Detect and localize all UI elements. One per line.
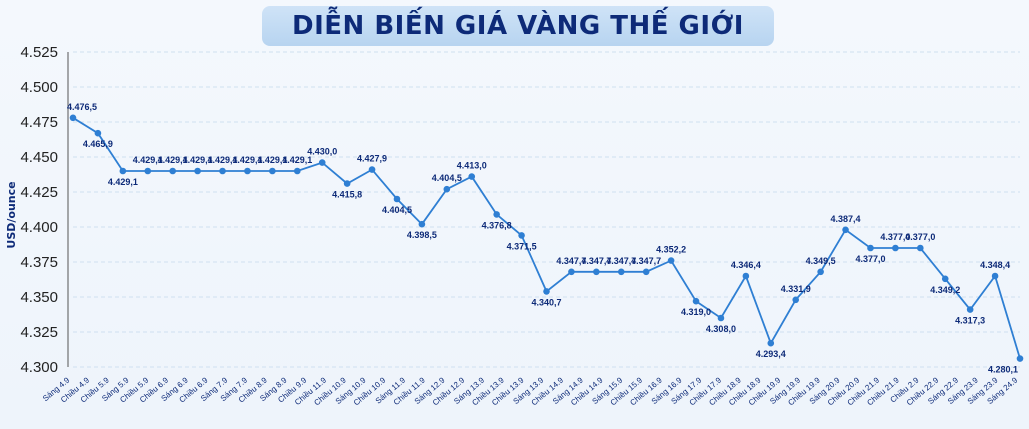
y-tick-label: 4.375 (20, 254, 58, 271)
data-point (917, 244, 924, 252)
data-point (244, 167, 251, 175)
grid-lines (73, 51, 1020, 368)
data-label: 4.429,1 (183, 155, 213, 165)
y-tick-label: 4.300 (20, 359, 58, 376)
y-tick-label: 4.350 (20, 289, 58, 306)
data-label: 4.349,2 (930, 285, 960, 295)
data-point (617, 268, 625, 276)
data-label: 4.387,4 (831, 214, 861, 224)
data-label: 4.347,7 (581, 256, 611, 266)
series-line (72, 117, 1021, 359)
y-tick-label: 4.400 (20, 219, 58, 236)
y-tick-label: 4.475 (20, 114, 58, 131)
data-point (892, 244, 899, 252)
data-label: 4.352,2 (656, 245, 686, 255)
data-label: 4.429,1 (257, 155, 287, 165)
data-label: 4.331,9 (781, 284, 811, 294)
data-label: 4.398,5 (407, 230, 437, 240)
data-point (867, 244, 874, 252)
data-point (468, 173, 476, 180)
data-label: 4.476,5 (67, 102, 97, 112)
data-point (69, 114, 77, 122)
data-label: 4.413,0 (457, 161, 487, 171)
y-axis-label: USD/ounce (5, 181, 18, 248)
data-point (368, 166, 376, 173)
data-point (642, 268, 650, 276)
data-label: 4.427,9 (357, 154, 387, 164)
data-label: 4.430,0 (307, 147, 337, 157)
data-point (1016, 355, 1024, 362)
data-label: 4.371,5 (507, 241, 537, 251)
data-point (966, 306, 974, 313)
data-label: 4.346,4 (731, 260, 761, 270)
data-point (194, 167, 201, 175)
data-label: 4.465,9 (83, 139, 113, 149)
data-label: 4.415,8 (332, 190, 362, 200)
y-tick-label: 4.500 (20, 79, 58, 96)
data-label: 4.308,0 (706, 324, 736, 334)
y-axis: 4.300 4.325 4.350 4.375 4.400 4.425 4.450 4.475… (20, 44, 69, 376)
data-point (144, 167, 152, 175)
data-point (418, 220, 426, 228)
data-point (543, 288, 550, 295)
data-point (692, 297, 700, 305)
data-labels: 4.476,54.465,94.429,14.429,14.429,14.429… (67, 102, 1018, 375)
data-point (767, 339, 775, 347)
data-label: 4.376,8 (482, 220, 512, 230)
data-label: 4.347,7 (606, 256, 636, 266)
data-label: 4.377,0 (905, 232, 935, 242)
y-tick-label: 4.325 (20, 324, 58, 341)
chart-title-box: DIỄN BIẾN GIÁ VÀNG THẾ GIỚI (262, 6, 774, 46)
data-label: 4.429,1 (208, 155, 238, 165)
data-label: 4.377,0 (880, 232, 910, 242)
data-point (817, 268, 824, 276)
data-point (119, 167, 127, 175)
data-point (742, 272, 750, 280)
data-label: 4.280,1 (988, 365, 1018, 375)
data-label: 4.349,5 (806, 256, 836, 266)
data-point (792, 296, 800, 304)
data-label: 4.319,0 (681, 307, 711, 317)
y-tick-label: 4.450 (20, 149, 58, 166)
data-point (393, 195, 401, 203)
data-point (518, 232, 525, 239)
data-point (667, 257, 675, 264)
data-point (318, 159, 326, 166)
data-point (343, 180, 351, 187)
data-label: 4.429,1 (108, 177, 138, 187)
data-series (69, 114, 1024, 362)
data-point (568, 268, 575, 276)
data-point (991, 272, 999, 280)
data-point (169, 167, 176, 175)
data-point (842, 226, 849, 234)
data-point (717, 314, 725, 322)
data-label: 4.293,4 (756, 349, 786, 359)
data-point (941, 275, 949, 283)
data-point (269, 167, 276, 175)
data-point (493, 211, 500, 218)
data-label: 4.348,4 (980, 260, 1010, 270)
y-tick-label: 4.425 (20, 184, 58, 201)
data-point (94, 129, 102, 137)
data-label: 4.404,5 (382, 205, 412, 215)
data-label: 4.429,1 (232, 155, 262, 165)
data-point (293, 167, 301, 175)
data-point (593, 268, 600, 276)
y-tick-label: 4.525 (20, 44, 58, 61)
chart-title: DIỄN BIẾN GIÁ VÀNG THẾ GIỚI (292, 11, 744, 41)
data-label: 4.317,3 (955, 316, 985, 326)
data-label: 4.340,7 (531, 297, 561, 307)
data-point (443, 185, 451, 193)
data-label: 4.429,1 (282, 155, 312, 165)
data-label: 4.429,1 (158, 155, 188, 165)
data-label: 4.404,5 (432, 173, 462, 183)
data-label: 4.347,7 (556, 256, 586, 266)
data-label: 4.347,7 (631, 256, 661, 266)
data-label: 4.377,0 (855, 254, 885, 264)
data-point (219, 167, 226, 175)
data-label: 4.429,1 (133, 155, 163, 165)
